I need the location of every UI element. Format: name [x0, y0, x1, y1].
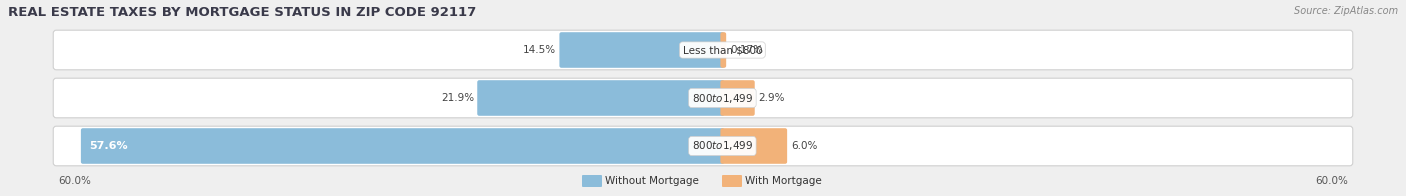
FancyBboxPatch shape	[720, 128, 787, 164]
Text: 2.9%: 2.9%	[759, 93, 785, 103]
Text: Less than $800: Less than $800	[683, 45, 762, 55]
Text: 21.9%: 21.9%	[441, 93, 474, 103]
Text: REAL ESTATE TAXES BY MORTGAGE STATUS IN ZIP CODE 92117: REAL ESTATE TAXES BY MORTGAGE STATUS IN …	[8, 6, 477, 19]
FancyBboxPatch shape	[582, 175, 602, 187]
Text: With Mortgage: With Mortgage	[745, 176, 821, 186]
FancyBboxPatch shape	[723, 175, 742, 187]
Text: $800 to $1,499: $800 to $1,499	[692, 140, 754, 152]
Text: 6.0%: 6.0%	[792, 141, 817, 151]
Text: 14.5%: 14.5%	[523, 45, 557, 55]
Text: 60.0%: 60.0%	[58, 176, 91, 186]
FancyBboxPatch shape	[53, 30, 1353, 70]
Text: Without Mortgage: Without Mortgage	[605, 176, 699, 186]
FancyBboxPatch shape	[477, 80, 724, 116]
FancyBboxPatch shape	[53, 126, 1353, 166]
FancyBboxPatch shape	[82, 128, 724, 164]
FancyBboxPatch shape	[560, 32, 724, 68]
Text: $800 to $1,499: $800 to $1,499	[692, 92, 754, 104]
FancyBboxPatch shape	[720, 80, 755, 116]
FancyBboxPatch shape	[53, 78, 1353, 118]
FancyBboxPatch shape	[720, 32, 725, 68]
Text: 57.6%: 57.6%	[89, 141, 128, 151]
Text: Source: ZipAtlas.com: Source: ZipAtlas.com	[1294, 6, 1398, 16]
Text: 60.0%: 60.0%	[1315, 176, 1348, 186]
Text: 0.17%: 0.17%	[730, 45, 763, 55]
